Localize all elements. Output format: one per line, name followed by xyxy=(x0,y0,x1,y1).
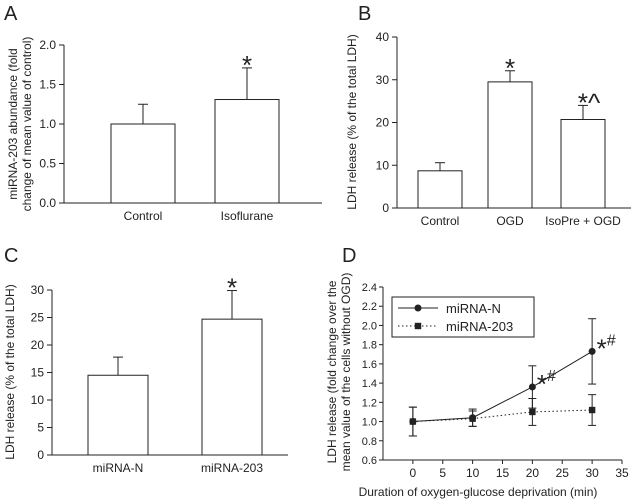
category-label-a: Isoflurane xyxy=(221,209,274,223)
category-label-c: miRNA-203 xyxy=(201,461,263,475)
bar-c xyxy=(87,374,149,456)
legend-label: miRNA-203 xyxy=(446,319,513,334)
legend-marker-circle xyxy=(414,304,422,312)
y-tick-label-a: 2.0 xyxy=(39,38,56,52)
bar-a xyxy=(110,123,176,204)
significance-mark-b: *^ xyxy=(578,87,601,117)
significance-mark-c: * xyxy=(227,273,237,303)
panel-label-b: B xyxy=(358,3,371,25)
x-tick-label-d: 10 xyxy=(466,466,480,480)
y-tick-label-c: 0 xyxy=(37,448,44,462)
bar-c xyxy=(201,318,263,456)
y-tick-label-b: 0 xyxy=(382,201,389,215)
legend-marker-square xyxy=(414,322,422,330)
x-tick-label-d: 0 xyxy=(410,466,417,480)
y-tick-label-d: 2.2 xyxy=(362,301,377,313)
significance-mark-d: *# xyxy=(537,368,556,399)
x-tick-label-d: 15 xyxy=(496,466,510,480)
x-tick-label-d: 35 xyxy=(615,466,629,480)
y-tick-label-d: 0.8 xyxy=(362,436,377,448)
y-axis-title-a-line-1: change of mean value of control) xyxy=(20,37,34,212)
bar-b xyxy=(487,81,533,209)
y-tick-label-b: 40 xyxy=(376,30,390,44)
y-tick-label-a: 0.0 xyxy=(39,196,56,210)
y-tick-label-c: 20 xyxy=(31,338,45,352)
category-label-b: IsoPre + OGD xyxy=(545,214,621,228)
y-axis-title-d-line-1: mean value of the cells without OGD) xyxy=(339,273,353,472)
y-tick-label-c: 15 xyxy=(31,366,45,380)
y-tick-label-c: 10 xyxy=(31,393,45,407)
legend-label: miRNA-N xyxy=(446,301,501,316)
category-label-b: Control xyxy=(421,214,460,228)
data-point-square xyxy=(469,415,476,422)
y-tick-label-a: 1.0 xyxy=(39,117,56,131)
category-label-b: OGD xyxy=(496,214,524,228)
legend-box xyxy=(391,296,535,338)
data-point-square xyxy=(529,408,536,416)
y-tick-label-b: 20 xyxy=(376,116,390,130)
y-tick-label-d: 2.0 xyxy=(362,320,377,332)
x-tick-label-d: 25 xyxy=(556,466,570,480)
data-point-square xyxy=(588,406,596,414)
y-axis-title-a-line-0: miRNA-203 abundance (fold xyxy=(6,48,20,199)
data-point-square xyxy=(409,418,417,425)
panel-label-c: C xyxy=(4,245,18,267)
bar-b xyxy=(417,170,463,209)
panel-label-a: A xyxy=(4,3,18,25)
significance-mark-b: * xyxy=(505,53,515,83)
bar-b xyxy=(560,119,606,209)
y-tick-label-b: 30 xyxy=(376,73,390,87)
y-axis-title-c-line-0: LDH release (% of the total LDH) xyxy=(3,284,17,459)
y-tick-label-d: 1.4 xyxy=(362,378,377,390)
category-label-c: miRNA-N xyxy=(93,461,144,475)
y-tick-label-c: 30 xyxy=(31,283,45,297)
y-axis-title-b-line-0: LDH release (% of the total LDH) xyxy=(345,34,359,209)
significance-mark-d: *# xyxy=(597,332,616,363)
panel-label-d: D xyxy=(342,245,356,267)
significance-mark-a: * xyxy=(242,50,252,80)
x-tick-label-d: 20 xyxy=(526,466,540,480)
y-tick-label-c: 5 xyxy=(37,421,44,435)
data-point-circle xyxy=(528,383,536,391)
x-tick-label-d: 30 xyxy=(585,466,599,480)
x-tick-label-d: 5 xyxy=(439,466,446,480)
bar-a xyxy=(214,99,280,204)
category-label-a: Control xyxy=(124,209,163,223)
y-tick-label-d: 2.4 xyxy=(362,282,377,294)
data-point-circle xyxy=(588,347,596,355)
y-tick-label-a: 0.5 xyxy=(39,157,56,171)
y-tick-label-d: 1.8 xyxy=(362,340,377,352)
y-tick-label-d: 1.6 xyxy=(362,359,377,371)
y-tick-label-d: 1.0 xyxy=(362,417,377,429)
x-axis-title-d: Duration of oxygen-glucose deprivation (… xyxy=(359,485,598,499)
y-tick-label-d: 1.2 xyxy=(362,397,377,409)
y-tick-label-b: 10 xyxy=(376,158,390,172)
y-tick-label-d: 0.6 xyxy=(362,455,377,467)
y-tick-label-c: 25 xyxy=(31,311,45,325)
y-tick-label-a: 1.5 xyxy=(39,78,56,92)
y-axis-title-d-line-0: LDH release (fold change over the xyxy=(325,280,339,463)
series-line-circle xyxy=(412,350,593,423)
